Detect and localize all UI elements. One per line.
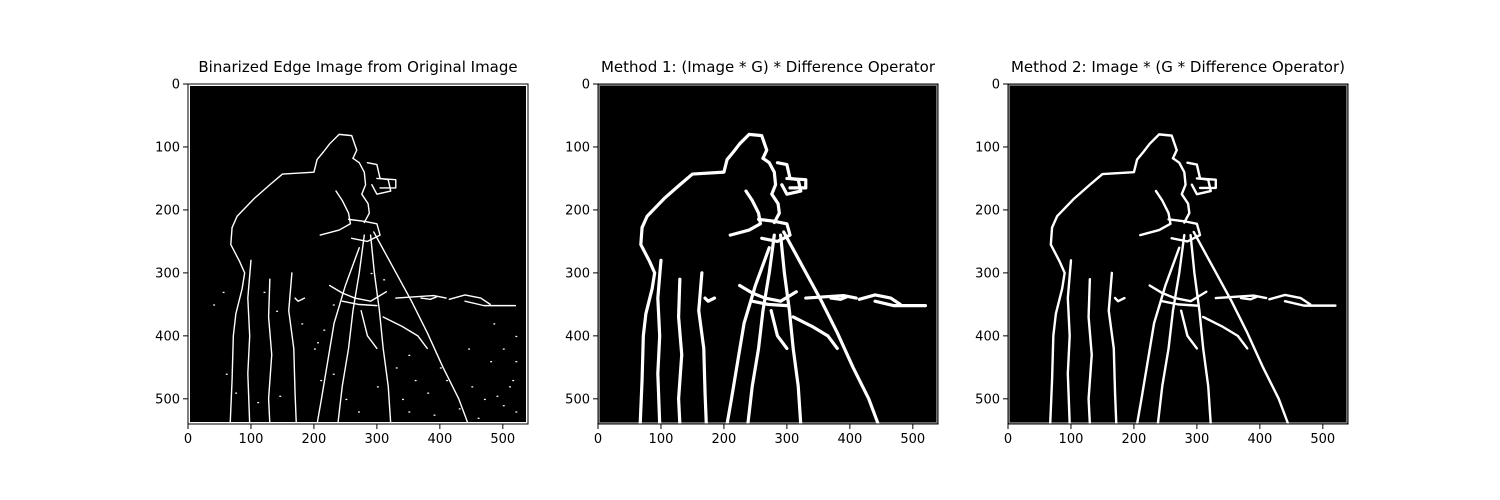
edge-noise — [515, 361, 517, 362]
edge-noise — [371, 273, 373, 274]
edge-noise — [490, 361, 492, 362]
y-tick-label: 500 — [565, 392, 590, 407]
panel-3-title: Method 2: Image * (G * Difference Operat… — [1011, 58, 1345, 76]
edge-noise — [515, 411, 517, 412]
x-tick-label: 400 — [837, 432, 862, 447]
y-tick-label: 100 — [565, 140, 590, 155]
y-tick-label: 200 — [155, 203, 180, 218]
y-tick-label: 0 — [582, 78, 590, 93]
edge-noise — [471, 386, 473, 387]
y-tick-label: 0 — [992, 78, 1000, 93]
x-tick-label: 0 — [184, 432, 192, 447]
edge-noise — [279, 396, 281, 397]
edge-noise — [333, 374, 335, 375]
y-tick-label: 400 — [565, 329, 590, 344]
edge-noise — [415, 380, 417, 381]
panel-2: Method 1: (Image * G) * Difference Opera… — [565, 58, 938, 447]
y-tick-label: 300 — [975, 266, 1000, 281]
edge-noise — [383, 279, 385, 280]
edge-noise — [333, 304, 335, 305]
panel-3: Method 2: Image * (G * Difference Operat… — [975, 58, 1348, 447]
panel-2-title: Method 1: (Image * G) * Difference Opera… — [601, 58, 936, 76]
edge-noise — [509, 386, 511, 387]
x-tick-label: 500 — [1310, 432, 1335, 447]
x-tick-label: 300 — [774, 432, 799, 447]
y-tick-label: 300 — [565, 266, 590, 281]
panel-1: Binarized Edge Image from Original Image… — [155, 58, 528, 447]
edge-noise — [468, 348, 470, 349]
edge-noise — [358, 411, 360, 412]
edge-noise — [213, 304, 215, 305]
y-tick-label: 500 — [155, 392, 180, 407]
edge-noise — [320, 380, 322, 381]
edge-noise — [503, 405, 505, 406]
x-tick-label: 0 — [1004, 432, 1012, 447]
y-tick-label: 300 — [155, 266, 180, 281]
edge-noise — [314, 348, 316, 349]
edge-noise — [226, 374, 228, 375]
edge-noise — [478, 418, 480, 419]
edge-noise — [345, 399, 347, 400]
x-tick-label: 300 — [1184, 432, 1209, 447]
edge-noise — [503, 348, 505, 349]
y-tick-label: 200 — [975, 203, 1000, 218]
x-tick-label: 200 — [712, 432, 737, 447]
y-tick-label: 500 — [975, 392, 1000, 407]
x-tick-label: 200 — [1122, 432, 1147, 447]
edge-noise — [235, 393, 237, 394]
edge-noise — [493, 323, 495, 324]
y-tick-label: 400 — [975, 329, 1000, 344]
edge-noise — [396, 367, 398, 368]
y-tick-label: 100 — [155, 140, 180, 155]
x-tick-label: 0 — [594, 432, 602, 447]
panel-1-title: Binarized Edge Image from Original Image — [198, 58, 517, 76]
edge-noise — [276, 311, 278, 312]
edge-noise — [301, 323, 303, 324]
edge-noise — [408, 411, 410, 412]
edge-noise — [446, 380, 448, 381]
x-tick-label: 400 — [1247, 432, 1272, 447]
edge-noise — [497, 396, 499, 397]
y-tick-label: 100 — [975, 140, 1000, 155]
edge-noise — [434, 415, 436, 416]
edge-noise — [515, 336, 517, 337]
x-tick-label: 100 — [649, 432, 674, 447]
edge-noise — [402, 399, 404, 400]
edge-noise — [512, 380, 514, 381]
edge-noise — [408, 355, 410, 356]
edge-noise — [257, 402, 259, 403]
edge-noise — [323, 330, 325, 331]
y-tick-label: 0 — [172, 78, 180, 93]
x-tick-label: 200 — [302, 432, 327, 447]
edge-noise — [484, 399, 486, 400]
x-tick-label: 500 — [490, 432, 515, 447]
x-tick-label: 100 — [239, 432, 264, 447]
y-tick-label: 400 — [155, 329, 180, 344]
y-tick-label: 200 — [565, 203, 590, 218]
x-tick-label: 400 — [427, 432, 452, 447]
edge-noise — [459, 408, 461, 409]
x-tick-label: 300 — [364, 432, 389, 447]
edge-noise — [427, 393, 429, 394]
edge-noise — [223, 292, 225, 293]
x-tick-label: 100 — [1059, 432, 1084, 447]
edge-noise — [317, 342, 319, 343]
edge-noise — [377, 386, 379, 387]
edge-noise — [440, 367, 442, 368]
panel-1-image — [188, 84, 528, 424]
edge-noise — [264, 292, 266, 293]
x-tick-label: 500 — [900, 432, 925, 447]
